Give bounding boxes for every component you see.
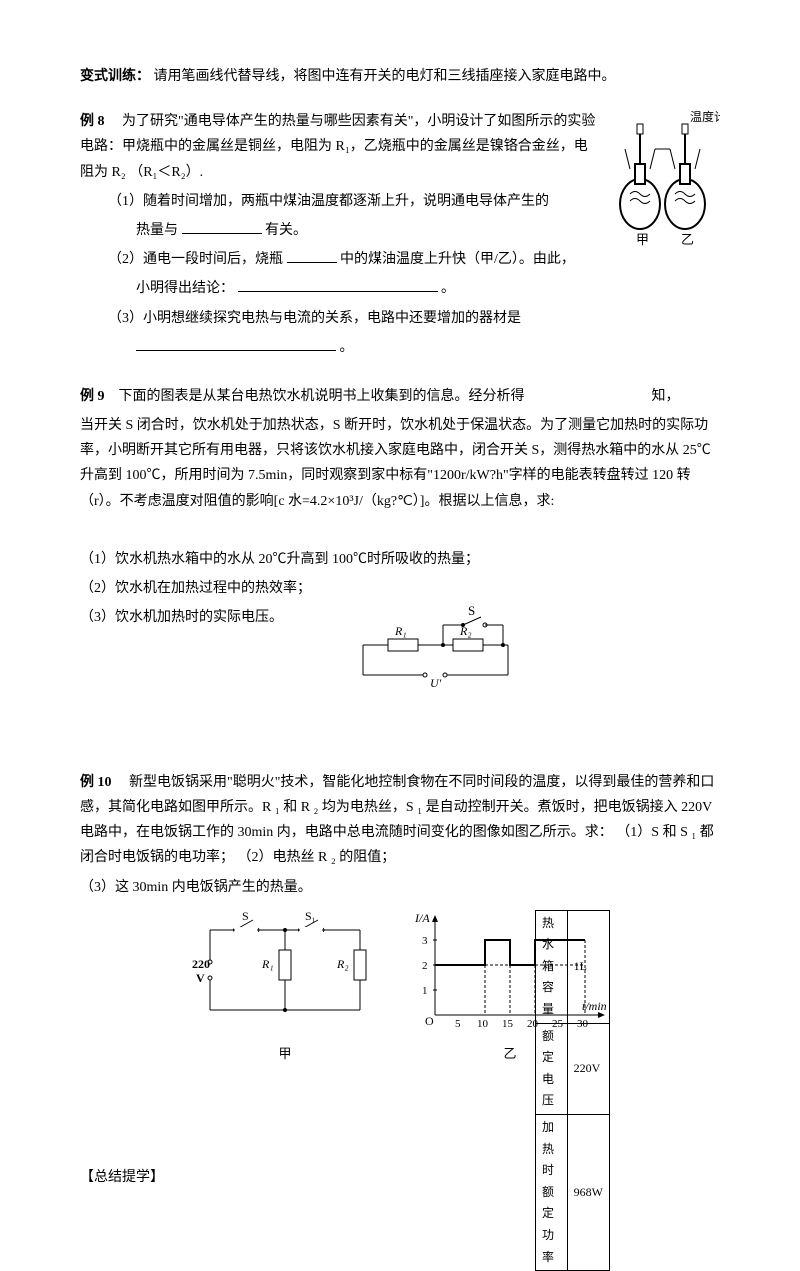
spec-table: 热水箱容量 1L 额定电压 220V 加热时额定功率 968W: [535, 910, 610, 1271]
svg-text:15: 15: [502, 1018, 514, 1030]
svg-text:S₁: S₁: [305, 910, 316, 923]
table-row: 加热时额定功率 968W: [536, 1115, 610, 1271]
ex10-q3: （3）这 30min 内电饭锅产生的热量。: [80, 875, 720, 900]
thermo-label: 温度计: [690, 109, 720, 124]
ex9-q2: （2）饮水机在加热过程中的热效率；: [80, 576, 720, 601]
ex9-intro1: 下面的图表是从某台电热饮水机说明书上收集到的信息。经分析得: [119, 389, 525, 404]
ex8-intro: 为了研究"通电导体产生的热量与哪些因素有关"，小明设计了如图所示的实验电路：甲烧…: [80, 114, 595, 179]
svg-text:2: 2: [422, 960, 428, 972]
ex8-label: 例 8: [80, 114, 105, 129]
blank: [182, 219, 262, 234]
svg-text:乙: 乙: [681, 232, 694, 247]
svg-text:R₂: R₂: [459, 624, 472, 638]
table-row: 额定电压 220V: [536, 1023, 610, 1114]
blank: [238, 277, 438, 292]
svg-text:O: O: [425, 1014, 434, 1028]
blank: [136, 336, 336, 351]
svg-text:U': U': [430, 676, 442, 690]
variant-block: 变式训练： 请用笔画线代替导线，将图中连有开关的电灯和三线插座接入家庭电路中。: [80, 64, 720, 89]
example-8: 温度计 甲: [80, 109, 720, 364]
svg-text:I/A: I/A: [414, 911, 430, 925]
ex9-q1: （1）饮水机热水箱中的水从 20℃升高到 100℃时所吸收的热量；: [80, 547, 720, 572]
ex9-intro2: 当开关 S 闭合时，饮水机处于加热状态，S 断开时，饮水机处于保温状态。为了测量…: [80, 413, 720, 514]
ex8-q2: （2）通电一段时间后，烧瓶 中的煤油温度上升快（甲/乙）。由此，: [80, 247, 720, 272]
ex10-graph-table: I/A t/min O 1 2 3 5 10 15 20 25 30: [410, 910, 610, 1065]
ex10-label: 例 10: [80, 775, 112, 790]
svg-text:1: 1: [422, 985, 428, 997]
svg-text:V: V: [196, 971, 205, 985]
variant-text: 请用笔画线代替导线，将图中连有开关的电灯和三线插座接入家庭电路中。: [154, 69, 616, 84]
ex9-circuit: S R₁ R₂: [343, 605, 523, 695]
flask-diagram: 温度计 甲: [610, 109, 720, 249]
svg-text:3: 3: [422, 935, 428, 947]
svg-text:S: S: [468, 605, 475, 618]
ex10-circuit: S S₁ R₁ R₂: [190, 910, 380, 1065]
svg-text:5: 5: [455, 1018, 461, 1030]
summary-heading: 【总结提学】: [80, 1165, 720, 1190]
variant-label: 变式训练：: [80, 69, 150, 84]
ex8-q3: （3）小明想继续探究电热与电流的关系，电路中还要增加的器材是: [80, 306, 720, 331]
table-row: 热水箱容量 1L: [536, 910, 610, 1023]
svg-text:甲: 甲: [636, 232, 649, 247]
svg-text:S: S: [242, 910, 249, 923]
ex9-q3: （3）饮水机加热时的实际电压。: [80, 605, 283, 630]
example-9: 例 9 下面的图表是从某台电热饮水机说明书上收集到的信息。经分析得 知， 当开关…: [80, 384, 720, 696]
svg-text:R₁: R₁: [261, 957, 274, 971]
example-10: 例 10 新型电饭锅采用"聪明火"技术，智能化地控制食物在不同时间段的温度，以得…: [80, 770, 720, 1065]
blank: [287, 248, 337, 263]
ex10-intro: 新型电饭锅采用"聪明火"技术，智能化地控制食物在不同时间段的温度，以得到最佳的营…: [80, 775, 714, 866]
svg-text:R₁: R₁: [394, 624, 407, 638]
fig-jia-label: 甲: [190, 1042, 380, 1065]
svg-text:R₂: R₂: [336, 957, 349, 971]
svg-text:220: 220: [192, 957, 210, 971]
ex9-label: 例 9: [80, 389, 105, 404]
ex8-figure: 温度计 甲: [610, 109, 720, 249]
svg-text:10: 10: [477, 1018, 489, 1030]
